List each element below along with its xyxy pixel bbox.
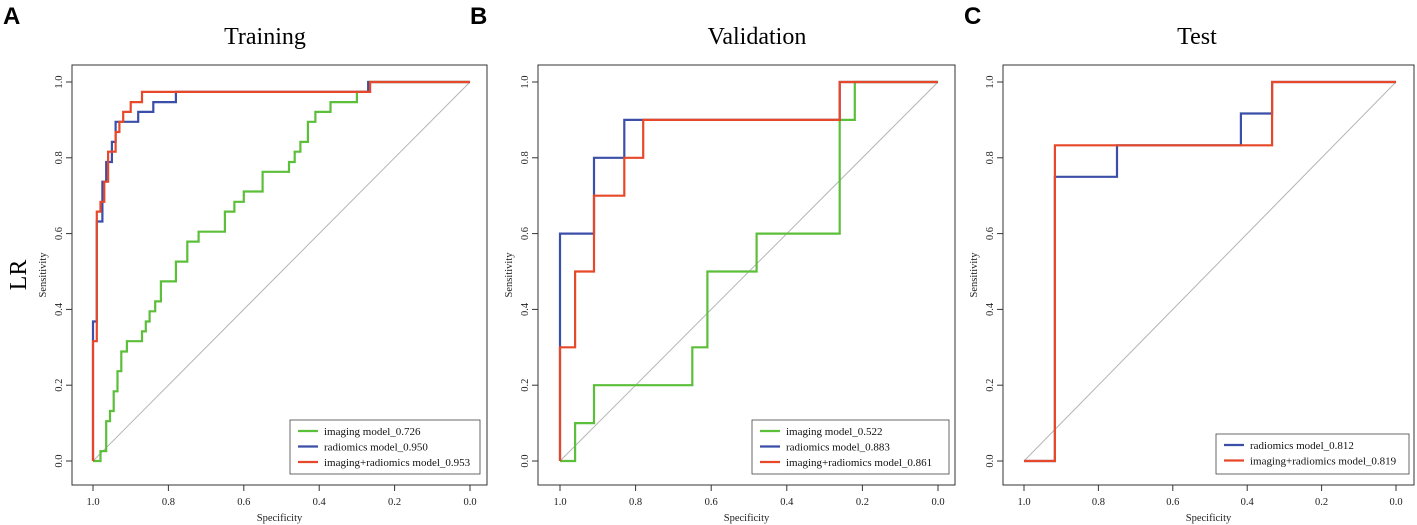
- y-tick-label: 0.8: [54, 151, 65, 164]
- legend-entry: imaging+radiomics model_0.861: [786, 457, 932, 469]
- x-axis-label: Specificity: [724, 513, 770, 524]
- x-tick-label: 0.0: [931, 497, 944, 508]
- legend-box: [751, 419, 950, 475]
- roc-curve-imagingplusradiomics-model: [1024, 80, 1396, 463]
- x-axis-label: Specificity: [257, 513, 303, 524]
- y-tick-label: 0.0: [520, 454, 531, 467]
- y-tick-label: 0.4: [985, 302, 996, 316]
- panel-letter: A: [3, 3, 20, 30]
- roc-panel-c: C Test 1.0 0.8 0.6 0.4 0.2 0.0 0.0 0.2 0.4 0.6 0.8 1.…: [964, 3, 1415, 524]
- y-tick-label: 0.6: [520, 227, 531, 240]
- roc-curve-radiomics-model: [91, 80, 470, 461]
- y-tick-label: 0.0: [985, 454, 996, 467]
- y-tick-label: 0.2: [985, 379, 996, 392]
- chart-title: Validation: [708, 24, 807, 50]
- x-tick-label: 0.4: [1241, 497, 1255, 508]
- y-tick-label: 0.8: [985, 151, 996, 164]
- roc-curve-imagingplusradiomics-model: [91, 80, 470, 461]
- y-tick-label: 0.2: [520, 379, 531, 392]
- y-tick-label: 0.8: [520, 151, 531, 164]
- y-tick-label: 0.6: [54, 227, 65, 240]
- y-tick-label: 1.0: [985, 75, 996, 88]
- roc-panel-a: A Training 1.0 0.8 0.6 0.4 0.2 0.0 0.0 0.2 0.4 0.6 0…: [3, 3, 488, 524]
- roc-curve-imagingplusradiomics-model: [558, 80, 938, 461]
- reference-diagonal: [92, 81, 471, 462]
- x-tick-label: 0.2: [1315, 497, 1328, 508]
- x-tick-label: 0.6: [705, 497, 718, 508]
- legend: imaging model_0.522 radiomics model_0.883…: [751, 419, 950, 475]
- reference-diagonal: [1023, 81, 1397, 462]
- legend-entry: imaging+radiomics model_0.953: [324, 457, 471, 469]
- legend-entry: radiomics model_0.812: [1250, 440, 1354, 452]
- x-tick-label: 0.8: [629, 497, 642, 508]
- x-tick-label: 0.6: [1166, 497, 1179, 508]
- legend-entry: radiomics model_0.883: [786, 442, 890, 454]
- legend-entry: imaging+radiomics model_0.819: [1250, 456, 1397, 468]
- x-tick-label: 0.0: [463, 497, 476, 508]
- plot-frame: [1002, 64, 1415, 486]
- y-tick-label: 1.0: [520, 75, 531, 88]
- legend-box: [1215, 433, 1410, 475]
- x-tick-label: 1.0: [86, 497, 99, 508]
- y-axis-label: Sensitivity: [38, 252, 49, 298]
- y-tick-label: 0.4: [520, 302, 531, 316]
- x-tick-label: 0.2: [388, 497, 401, 508]
- x-tick-label: 0.6: [237, 497, 250, 508]
- panel-letter: C: [964, 3, 981, 30]
- x-axis-label: Specificity: [1186, 513, 1232, 524]
- chart-title: Training: [224, 24, 306, 50]
- legend-entry: imaging model_0.726: [324, 426, 421, 438]
- y-tick-label: 0.4: [54, 302, 65, 316]
- chart-title: Test: [1177, 24, 1217, 50]
- roc-panel-b: B Validation 1.0 0.8 0.6 0.4 0.2 0.0 0.0 0.2 0.4 0.…: [470, 3, 956, 524]
- y-axis-label: Sensitivity: [969, 252, 980, 298]
- row-label: LR: [6, 260, 32, 291]
- legend: imaging model_0.726 radiomics model_0.950…: [289, 419, 481, 475]
- panel-letter: B: [470, 3, 487, 30]
- plot-frame: [71, 64, 488, 486]
- legend-entry: imaging model_0.522: [786, 426, 883, 438]
- y-tick-label: 0.2: [54, 379, 65, 392]
- x-tick-label: 1.0: [553, 497, 566, 508]
- x-tick-label: 0.0: [1389, 497, 1402, 508]
- y-tick-label: 0.6: [985, 227, 996, 240]
- x-tick-label: 0.4: [313, 497, 327, 508]
- y-tick-label: 0.0: [54, 454, 65, 467]
- legend: radiomics model_0.812 imaging+radiomics m…: [1215, 433, 1410, 475]
- x-tick-label: 0.8: [162, 497, 175, 508]
- x-tick-label: 1.0: [1017, 497, 1030, 508]
- legend-entry: radiomics model_0.950: [324, 442, 428, 454]
- x-tick-label: 0.2: [856, 497, 869, 508]
- roc-curve-imaging-model: [560, 80, 938, 463]
- x-tick-label: 0.4: [780, 497, 794, 508]
- y-axis-label: Sensitivity: [504, 252, 515, 298]
- plot-frame: [537, 64, 956, 486]
- legend-box: [289, 419, 481, 475]
- roc-curve-imaging-model: [93, 80, 470, 463]
- y-tick-label: 1.0: [54, 75, 65, 88]
- x-tick-label: 0.8: [1092, 497, 1105, 508]
